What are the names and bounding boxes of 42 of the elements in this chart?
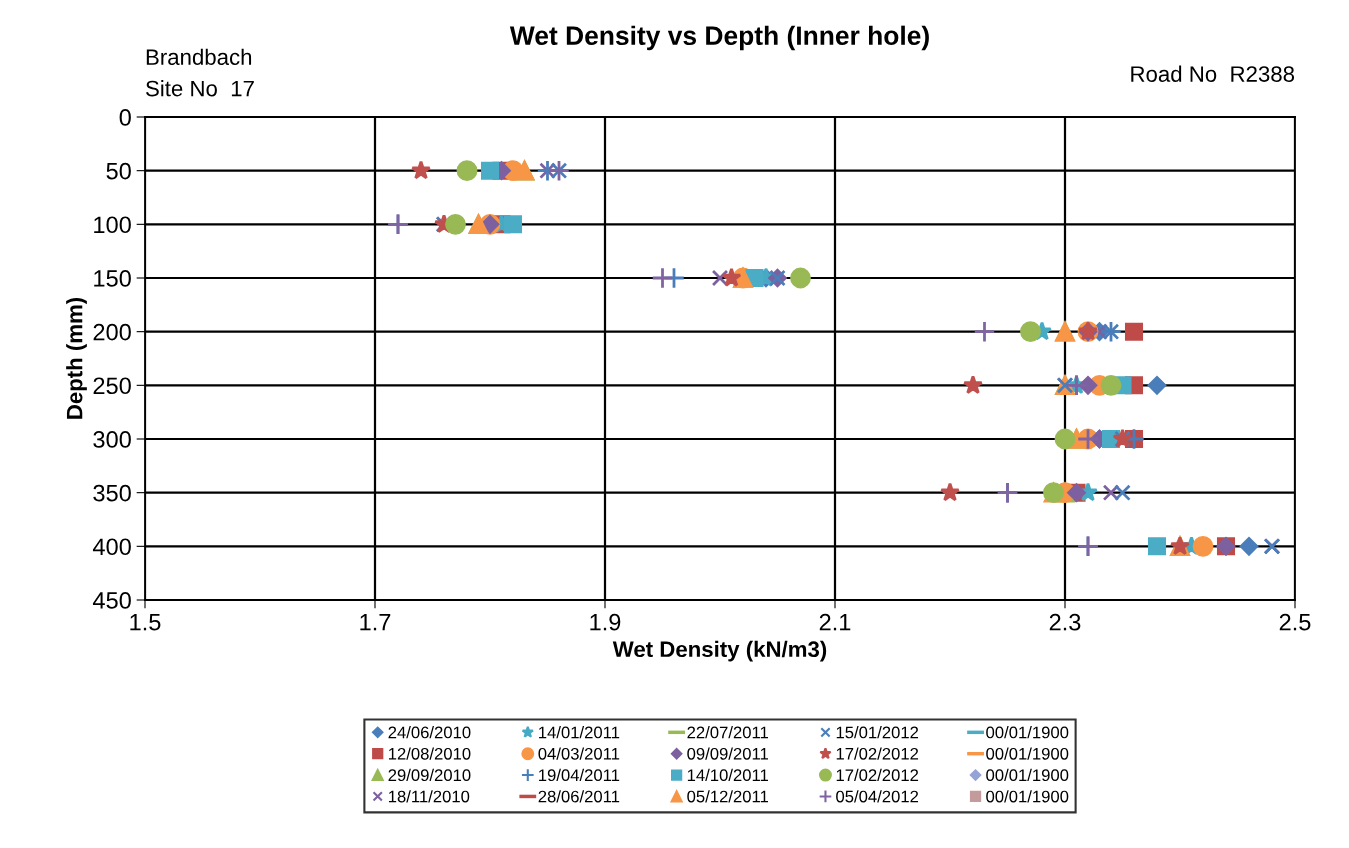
legend-label: 12/08/2010 [388, 747, 471, 760]
y-tick-label: 450 [92, 592, 131, 609]
legend-label: 05/12/2011 [687, 790, 768, 803]
legend-label: 22/07/2011 [687, 726, 768, 739]
legend-label: 00/01/1900 [986, 790, 1069, 803]
y-tick-label: 50 [106, 162, 131, 180]
legend-label: 09/09/2011 [687, 747, 768, 760]
legend-label: 17/02/2012 [836, 768, 919, 782]
legend-label: 19/04/2011 [539, 768, 620, 782]
chart-title: Wet Density vs Depth (Inner hole) [509, 25, 929, 51]
y-tick-label: 300 [93, 431, 131, 448]
legend-label: 05/04/2012 [836, 790, 919, 803]
text: Site No 17 [146, 80, 254, 97]
text: Brandbach [146, 48, 252, 66]
y-axis-title: Depth (mm) [66, 297, 87, 419]
legend-label: 18/11/2010 [388, 790, 470, 803]
x-tick-label: 1.9 [590, 613, 621, 631]
text: Road No R2388 [1131, 65, 1295, 82]
legend-label: 15/01/2012 [836, 726, 919, 739]
x-tick-label: 1.7 [360, 614, 391, 631]
x-axis-title: Wet Density (kN/m3) [612, 640, 827, 662]
legend-label: 14/10/2011 [687, 768, 768, 782]
x-tick-label: 2.5 [1279, 613, 1311, 631]
y-tick-label: 200 [93, 323, 131, 341]
y-tick-label: 400 [92, 538, 131, 556]
y-tick-label: 350 [93, 484, 131, 502]
y-tick-label: 250 [93, 377, 131, 395]
legend-label: 28/06/2011 [538, 790, 620, 803]
x-tick-label: 1.5 [130, 614, 161, 631]
legend-label: 00/01/1900 [986, 726, 1069, 739]
legend-label: 04/03/2011 [538, 747, 620, 760]
legend-label: 17/02/2012 [836, 747, 919, 760]
y-tick-label: 100 [94, 216, 131, 234]
legend-label: 00/01/1900 [986, 768, 1069, 782]
legend-label: 29/09/2010 [388, 768, 471, 782]
legend-label: 00/01/1900 [986, 747, 1069, 760]
x-tick-label: 2.3 [1049, 613, 1081, 631]
y-tick-label: 150 [94, 270, 131, 287]
x-tick-label: 2.1 [819, 613, 851, 631]
y-tick-label: 0 [119, 109, 131, 126]
legend-label: 14/01/2011 [539, 726, 620, 739]
legend-label: 24/06/2010 [388, 726, 471, 739]
